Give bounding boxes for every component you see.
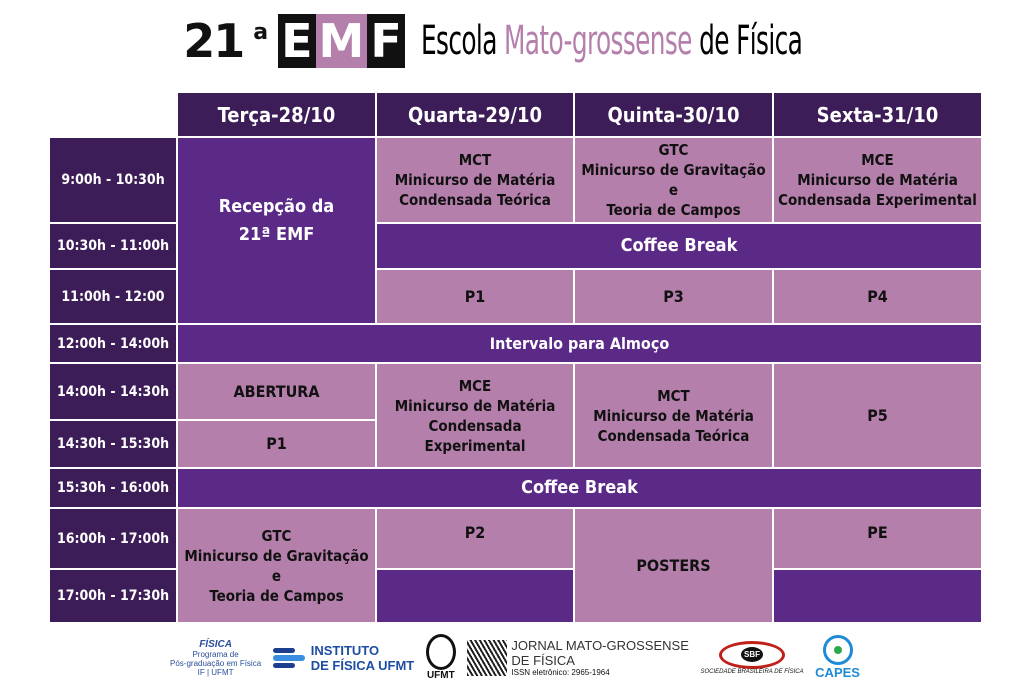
logo-capes: CAPES (815, 635, 860, 680)
event-p5: P5 (774, 364, 981, 467)
emf-e: E (278, 14, 316, 68)
emf-f: F (367, 14, 405, 68)
day-header: Terça-28/10 (178, 93, 375, 136)
time-slot: 17:00h - 17:30h (50, 570, 176, 622)
logo-text: SBF (741, 647, 764, 662)
event-line: Minicurso de Matéria (394, 171, 556, 189)
time-slot: 16:00h - 17:00h (50, 509, 176, 568)
event-gtc: GTC Minicurso de Gravitação e Teoria de Ca… (178, 509, 375, 622)
event-line: Minicurso de Matéria (394, 396, 556, 415)
event-p4: P4 (774, 270, 981, 323)
event-code: MCE (861, 151, 894, 169)
event-mce: MCE Minicurso de Matéria Condensada Experi… (774, 138, 981, 222)
edition-number: 21 (183, 14, 245, 68)
event-coffee-break: Coffee Break (178, 469, 981, 507)
event-code: MCT (657, 386, 690, 405)
logo-text: Programa de (192, 649, 239, 659)
title-mato: Mato-grossense (503, 18, 692, 64)
logo-text: FÍSICA (199, 638, 232, 650)
empty-slot (774, 570, 981, 622)
event-line: Teoria de Campos (209, 586, 344, 605)
event-p3: P3 (575, 270, 772, 323)
logo-text: ISSN eletrônico: 2965-1964 (511, 668, 610, 677)
logo-text: JORNAL MATO-GROSSENSE (511, 638, 689, 653)
instituto-icon (272, 647, 305, 668)
time-slot: 12:00h - 14:00h (50, 325, 176, 362)
event-mct: MCT Minicurso de Matéria Condensada Teóric… (575, 364, 772, 467)
emf-m: M (315, 14, 368, 68)
event-pe: PE (774, 509, 981, 568)
event-code: GTC (658, 141, 689, 159)
event-line: Condensada Experimental (778, 191, 977, 209)
event-gtc: GTC Minicurso de Gravitação e Teoria de Ca… (575, 138, 772, 222)
logo-sbf: SBF SOCIEDADE BRASILEIRA DE FÍSICA (700, 640, 804, 675)
logo-text: CAPES (815, 665, 860, 680)
event-code: GTC (261, 526, 292, 545)
logo-jornal: JORNAL MATO-GROSSENSE DE FÍSICA ISSN eletr… (467, 638, 689, 677)
day-header: Quarta-29/10 (377, 93, 573, 136)
event-line: Minicurso de Gravitação e (581, 161, 766, 199)
logo-text: IF | UFMT (197, 667, 234, 677)
sbf-icon: SBF (719, 640, 786, 669)
day-header: Quinta-30/10 (575, 93, 772, 136)
title-escola: Escola (420, 18, 504, 64)
logo-text: DE FÍSICA (511, 653, 575, 668)
ufmt-icon (425, 634, 456, 670)
event-line: Teoria de Campos (606, 201, 741, 219)
logo-text: SOCIEDADE BRASILEIRA DE FÍSICA (700, 668, 804, 675)
event-posters: POSTERS (575, 509, 772, 622)
event-p1: P1 (377, 270, 573, 323)
event-line: Recepção da (218, 195, 335, 217)
time-slot: 14:30h - 15:30h (50, 421, 176, 467)
event-p2: P2 (377, 509, 573, 568)
time-slot: 11:00h - 12:00 (50, 270, 176, 323)
event-line: 21ª EMF (238, 223, 315, 245)
schedule-table: Terça-28/10 Quarta-29/10 Quinta-30/10 Se… (50, 93, 981, 622)
event-mct: MCT Minicurso de Matéria Condensada Teóric… (377, 138, 573, 222)
event-coffee-break: Coffee Break (377, 224, 981, 268)
event-abertura: ABERTURA (178, 364, 375, 419)
logo-text: DE FÍSICA UFMT (310, 657, 415, 673)
event-line: Minicurso de Matéria (797, 171, 958, 189)
event-line: Minicurso de Gravitação e (184, 546, 369, 585)
event-line: Condensada Teórica (399, 191, 551, 209)
time-slot: 9:00h - 10:30h (50, 138, 176, 222)
logo-instituto-fisica: INSTITUTO DE FÍSICA UFMT (272, 642, 415, 673)
mato-grosso-map-icon (467, 639, 508, 676)
logo-text: UFMT (426, 670, 455, 681)
event-line: Minicurso de Matéria (593, 406, 754, 425)
event-line: Condensada Teórica (597, 426, 750, 445)
time-slot: 15:30h - 16:00h (50, 469, 176, 507)
title-fisica: de Física (691, 18, 803, 64)
event-p1: P1 (178, 421, 375, 467)
event-recepcao: Recepção da 21ª EMF (178, 138, 375, 323)
event-code: MCT (458, 151, 492, 169)
empty-slot (377, 570, 573, 622)
event-almoco: Intervalo para Almoço (178, 325, 981, 362)
title-text: Escola Mato-grossense de Física (420, 18, 803, 64)
event-mce: MCE Minicurso de Matéria Condensada Experi… (377, 364, 573, 467)
capes-icon (822, 635, 853, 665)
event-line: Condensada Experimental (424, 416, 526, 455)
day-header: Sexta-31/10 (774, 93, 981, 136)
time-slot: 14:00h - 14:30h (50, 364, 176, 419)
logo-text: Pós-graduação em Física (170, 658, 262, 668)
edition-sup: a (253, 20, 269, 45)
logo-ufmt: UFMT (425, 634, 456, 681)
logo-text: INSTITUTO (310, 642, 380, 658)
sponsor-logos: FÍSICA Programa de Pós-graduação em Físi… (170, 625, 860, 690)
event-code: MCE (458, 376, 492, 395)
logo-pos-graduacao-fisica: FÍSICA Programa de Pós-graduação em Físi… (170, 639, 261, 677)
time-slot: 10:30h - 11:00h (50, 224, 176, 268)
